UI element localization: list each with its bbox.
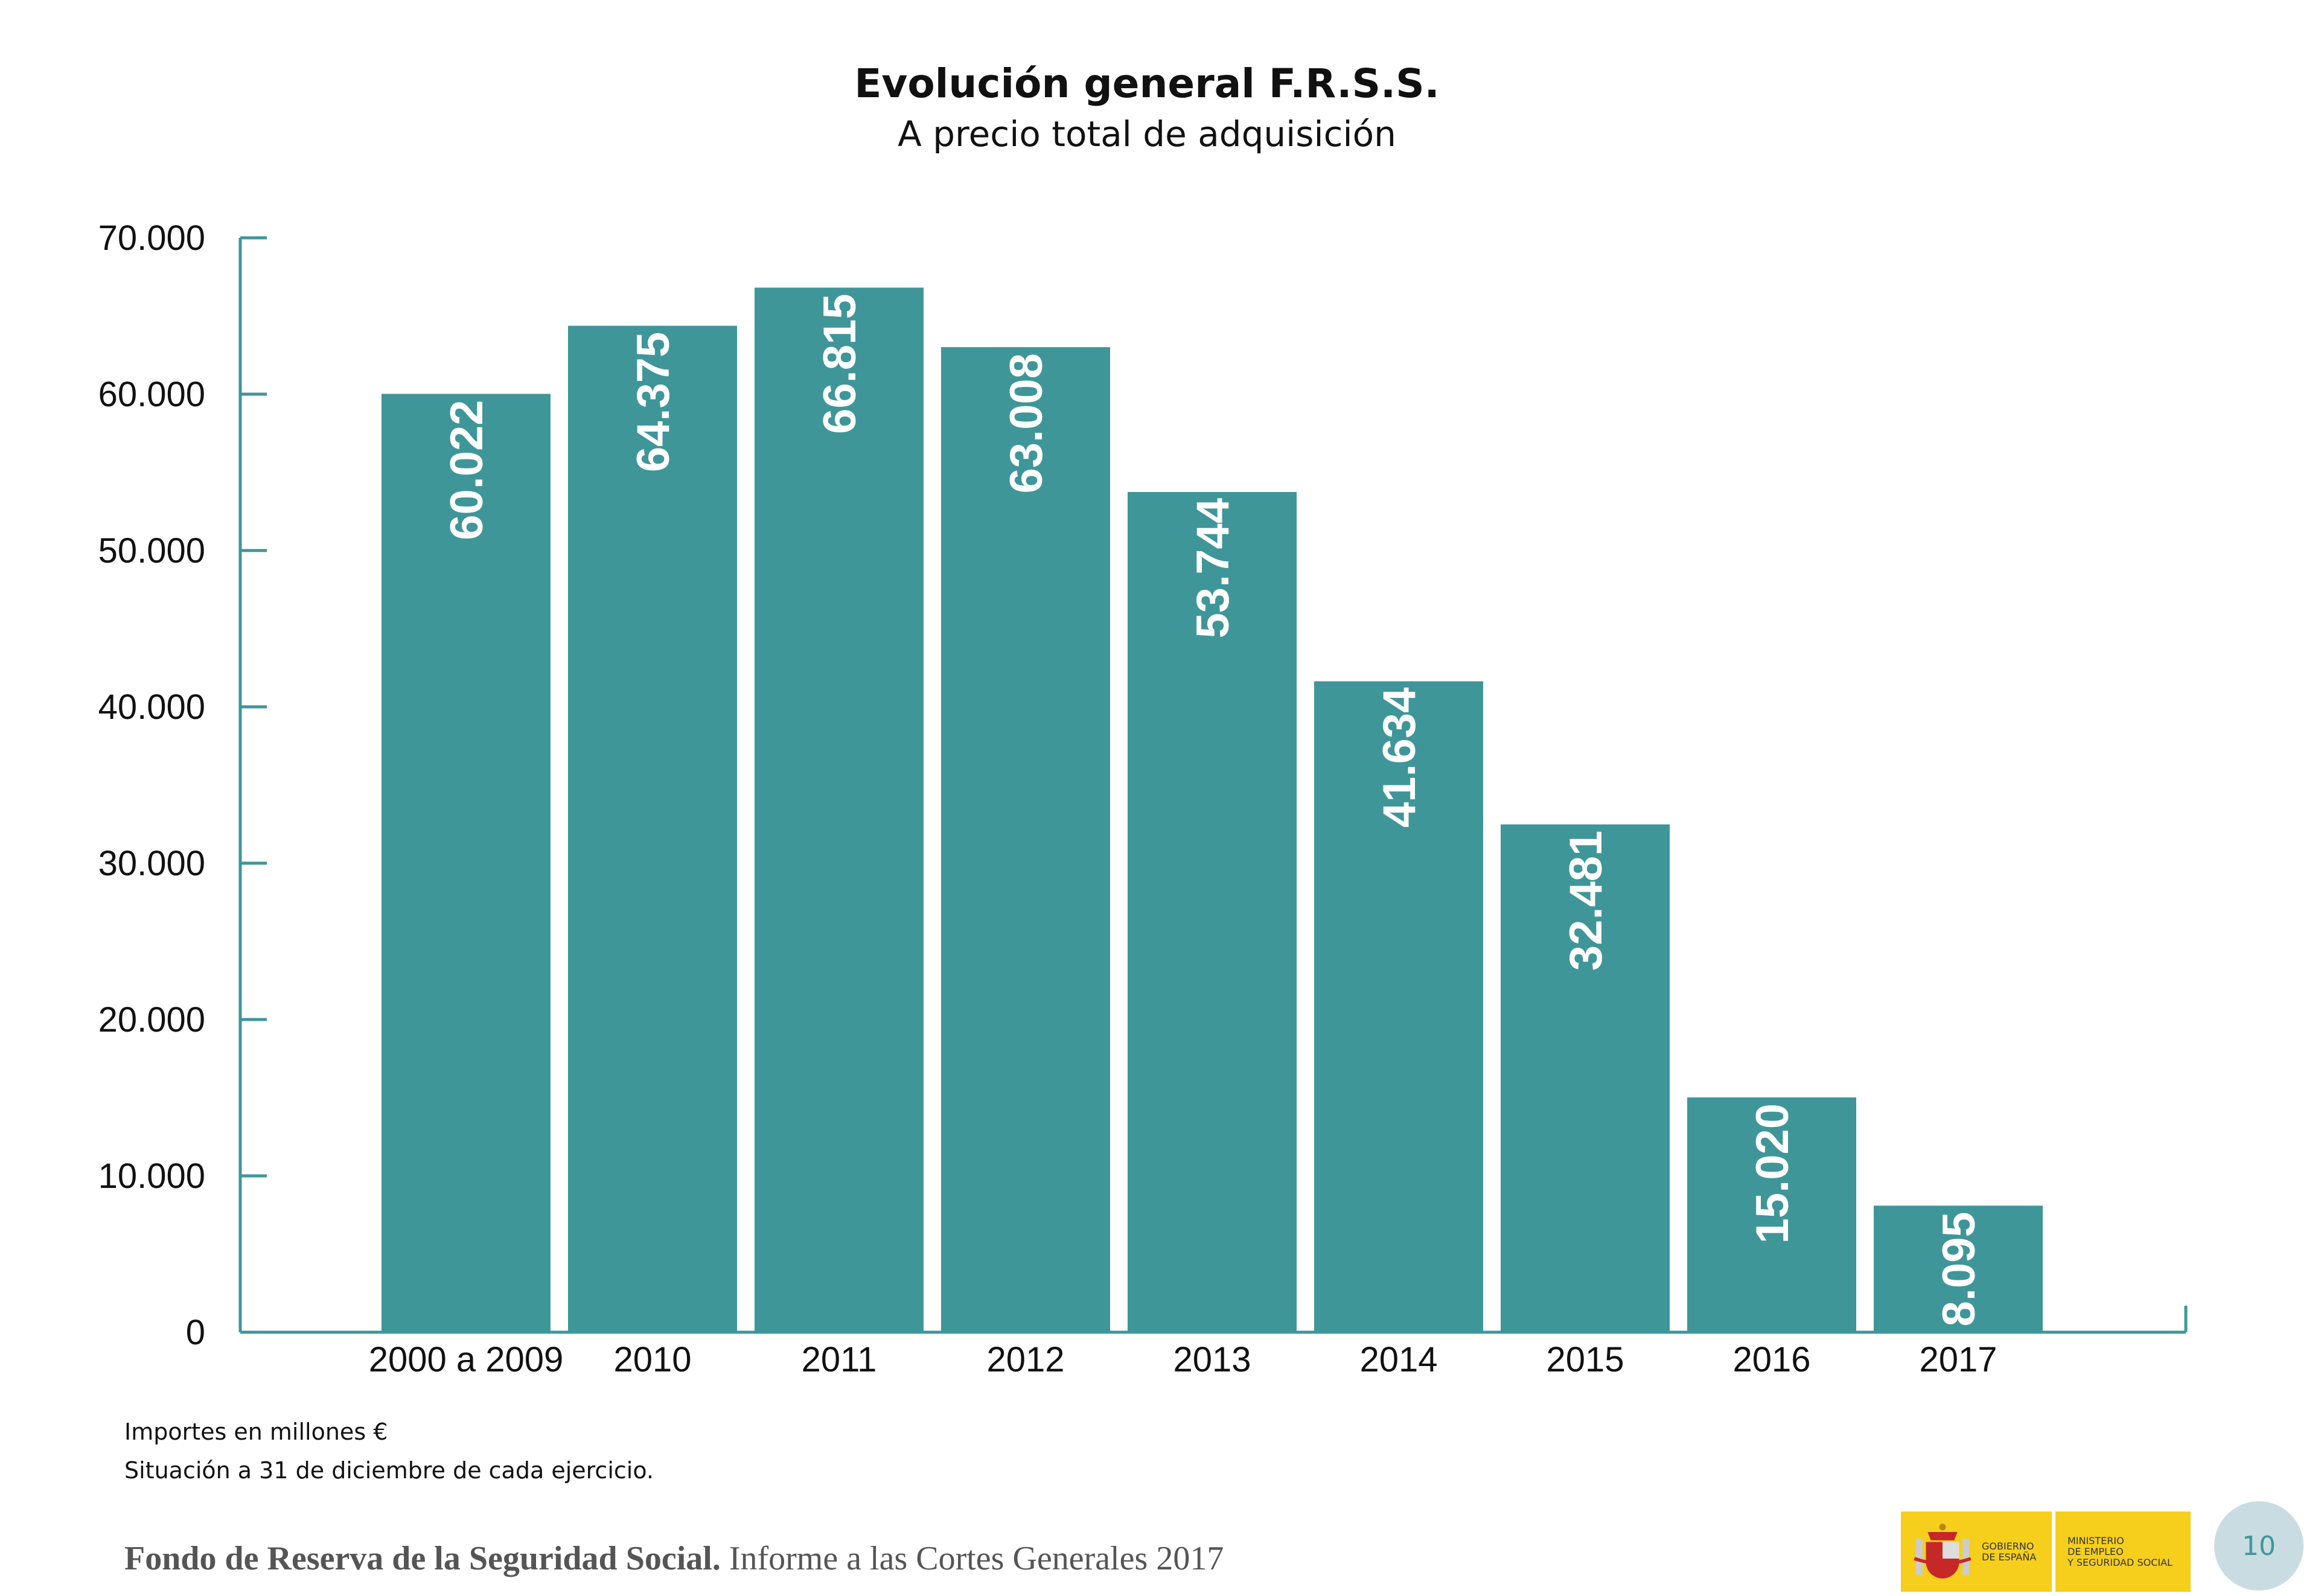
x-tick-label: 2017	[1919, 1340, 1997, 1379]
logo-text: DE EMPLEO	[2067, 1545, 2124, 1557]
logo-text: Y SEGURIDAD SOCIAL	[2067, 1556, 2173, 1568]
bar-value-label: 53.744	[1187, 498, 1239, 638]
logo-text: MINISTERIO	[2067, 1534, 2124, 1547]
bar	[1874, 1205, 2043, 1332]
footer-bold: Fondo de Reserva de la Seguridad Social.	[124, 1540, 721, 1577]
x-tick-label: 2015	[1546, 1340, 1624, 1379]
chart-subtitle: A precio total de adquisición	[898, 113, 1396, 155]
footer-regular: Informe a las Cortes Generales 2017	[720, 1540, 1224, 1577]
x-tick-label: 2011	[802, 1340, 877, 1379]
logo-ministerio: MINISTERIO DE EMPLEO Y SEGURIDAD SOCIAL	[2055, 1511, 2191, 1592]
y-tick-label: 0	[186, 1313, 205, 1352]
bar-value-label: 63.008	[1001, 353, 1052, 493]
bar	[1687, 1097, 1856, 1332]
bar-chart: 0 10.000 20.000 30.000 40.000 50.000 60.000 70.…	[98, 219, 2188, 1379]
y-tick-label: 20.000	[98, 1000, 205, 1039]
bar	[1314, 681, 1483, 1332]
x-tick-label: 2012	[986, 1340, 1064, 1379]
y-tick-label: 10.000	[98, 1157, 205, 1196]
x-tick-label: 2013	[1173, 1340, 1251, 1379]
y-tick-label: 40.000	[98, 688, 205, 727]
logo-text: GOBIERNO	[1982, 1540, 2034, 1552]
bar	[568, 325, 737, 1332]
bar-value-label: 66.815	[814, 293, 866, 433]
y-tick-label: 70.000	[98, 219, 205, 258]
x-tick-label: 2014	[1359, 1340, 1437, 1379]
bar-value-label: 32.481	[1560, 831, 1612, 971]
footer: Fondo de Reserva de la Seguridad Social.…	[124, 1539, 1224, 1578]
bar-value-label: 41.634	[1374, 688, 1425, 828]
y-tick-label: 30.000	[98, 844, 205, 883]
bar	[755, 287, 924, 1333]
bar	[1501, 824, 1670, 1332]
note-units: Importes en millones €	[124, 1419, 388, 1445]
bar-value-label: 15.020	[1747, 1103, 1798, 1243]
logo-text: DE ESPAÑA	[1982, 1551, 2037, 1563]
logo-gobierno: GOBIERNO DE ESPAÑA	[1901, 1511, 2052, 1592]
bar	[1128, 492, 1297, 1332]
bar-value-label: 60.022	[441, 400, 493, 540]
x-tick-label: 2000 a 2009	[369, 1340, 564, 1379]
bar	[382, 394, 551, 1332]
y-tick-label: 60.000	[98, 375, 205, 414]
bar	[941, 347, 1110, 1332]
x-tick-label: 2010	[613, 1340, 691, 1379]
bar-value-label: 64.375	[628, 332, 679, 472]
note-date: Situación a 31 de diciembre de cada ejer…	[124, 1457, 654, 1484]
y-tick-label: 50.000	[98, 531, 205, 570]
page-number: 10	[2214, 1501, 2304, 1591]
chart-title: Evolución general F.R.S.S.	[854, 60, 1440, 107]
coat-of-arms-icon	[1914, 1523, 1972, 1578]
bar-value-label: 8.095	[1933, 1211, 1985, 1326]
x-tick-label: 2016	[1732, 1340, 1810, 1379]
